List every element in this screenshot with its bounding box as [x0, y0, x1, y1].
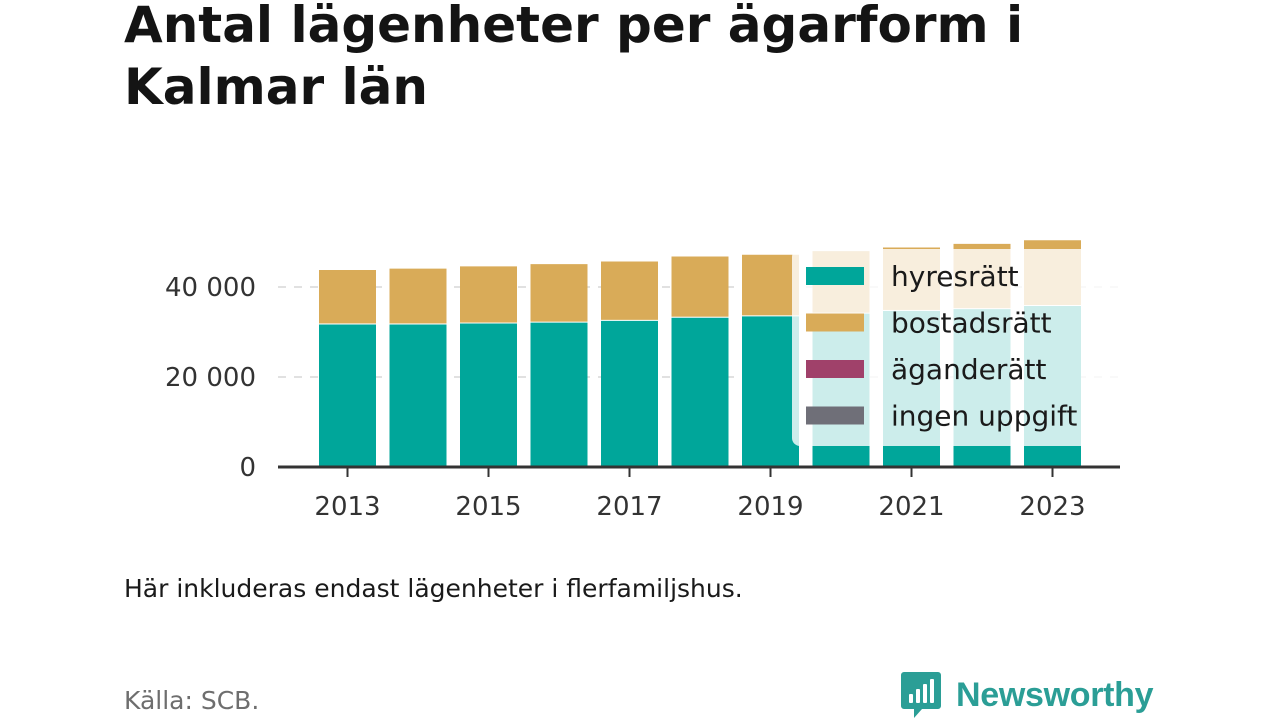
- chart-note: Här inkluderas endast lägenheter i flerf…: [124, 574, 743, 603]
- legend-label: bostadsrätt: [891, 307, 1052, 340]
- legend-background: [792, 249, 1120, 446]
- bar-segment-2019: [742, 253, 799, 316]
- legend-swatch: [806, 313, 864, 332]
- bar-segment-2019: [742, 315, 799, 467]
- bar-segment-2018: [671, 316, 729, 467]
- axes: 0 20 000 40 000 2013 2015 2017 2019 2021 2023: [165, 273, 1120, 522]
- bar-segment-2015: [460, 322, 517, 467]
- source-text: Källa: SCB.: [124, 686, 260, 715]
- legend-label: ingen uppgift: [891, 400, 1077, 433]
- bar-segment-2017: [601, 319, 658, 467]
- x-tick-label: 2017: [596, 492, 662, 522]
- legend-label: hyresrätt: [891, 260, 1019, 293]
- bar-segment-2014: [389, 267, 447, 324]
- legend-swatch: [806, 406, 864, 425]
- bar-segment-2016: [530, 321, 588, 467]
- brand-logo: Newsworthy: [900, 670, 1154, 720]
- x-tick-label: 2013: [314, 492, 380, 522]
- x-tick-label: 2019: [737, 492, 803, 522]
- bar-segment-2013: [319, 269, 376, 324]
- x-tick-label: 2015: [455, 492, 521, 522]
- bar-segment-2016: [530, 263, 588, 322]
- y-tick-label: 0: [239, 453, 256, 483]
- bar-segment-2018: [671, 255, 729, 317]
- x-tick-label: 2021: [878, 492, 944, 522]
- newsworthy-logo-icon: [901, 672, 941, 718]
- x-tick-label: 2023: [1019, 492, 1085, 522]
- bar-segment-2013: [319, 323, 376, 467]
- legend: hyresrätt bostadsrätt äganderätt ingen uppg…: [792, 249, 1120, 446]
- bar-segment-2015: [460, 265, 517, 323]
- legend-swatch: [806, 267, 864, 285]
- brand-name: Newsworthy: [956, 675, 1154, 714]
- legend-label: äganderätt: [891, 353, 1046, 386]
- chart-title: Antal lägenheter per ägarform i Kalmar l…: [124, 0, 1024, 116]
- bar-segment-2014: [389, 323, 447, 467]
- legend-swatch: [806, 360, 864, 378]
- y-tick-label: 20 000: [165, 363, 256, 393]
- y-tick-label: 40 000: [165, 273, 256, 303]
- bar-segment-2017: [601, 260, 658, 320]
